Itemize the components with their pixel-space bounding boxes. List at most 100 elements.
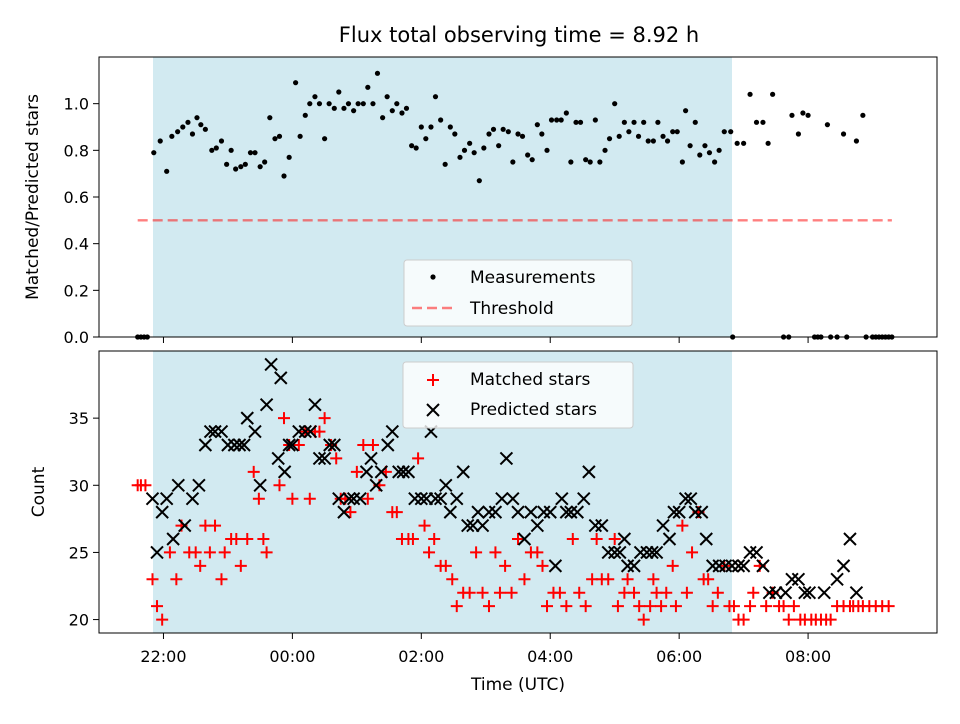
predicted-star-point <box>337 505 351 519</box>
measurement-point <box>490 126 497 132</box>
measurement-point <box>824 122 831 128</box>
measurement-point <box>257 164 263 170</box>
measurement-point <box>389 108 395 114</box>
predicted-star-point <box>645 545 659 560</box>
measurement-point <box>281 173 287 179</box>
predicted-star-point <box>332 492 346 506</box>
matched-star-point <box>536 559 549 572</box>
measurement-point <box>355 101 361 107</box>
matched-star-point <box>566 533 579 545</box>
counts-x-tick-label: 02:00 <box>398 647 444 666</box>
ratio-y-tick-label: 0.8 <box>64 141 89 160</box>
counts-y-tick-label: 20 <box>69 611 89 630</box>
predicted-star-point <box>791 572 806 586</box>
matched-star-point <box>446 573 459 586</box>
matched-star-point <box>273 479 286 492</box>
measurement-point <box>471 150 477 156</box>
predicted-star-point <box>381 438 395 452</box>
predicted-star-point <box>649 545 664 560</box>
predicted-star-point <box>577 492 591 506</box>
matched-star-point <box>303 492 316 505</box>
predicted-star-point <box>620 559 635 573</box>
predicted-star-point <box>439 478 453 492</box>
predicted-star-point <box>785 572 799 586</box>
measurement-point <box>272 136 278 142</box>
measurement-point <box>641 119 647 125</box>
predicted-star-point <box>633 545 648 560</box>
matched-star-point <box>318 412 331 425</box>
matched-star-point <box>633 600 646 613</box>
measurement-point <box>587 159 593 165</box>
predicted-star-point <box>506 492 520 506</box>
measurement-point <box>860 112 866 118</box>
matched-star-point <box>560 600 573 613</box>
matched-star-point <box>706 600 719 613</box>
ratio-x-ticks <box>162 337 809 343</box>
matched-star-point <box>286 492 299 505</box>
matched-star-point <box>194 559 207 572</box>
predicted-star-point <box>342 492 356 506</box>
counts-x-tick-label: 04:00 <box>527 647 573 666</box>
matched-star-point <box>260 546 273 559</box>
measurement-point <box>202 126 208 132</box>
measurement-point <box>365 84 371 90</box>
matched-star-point <box>350 465 363 478</box>
measurements-legend-label: Measurements <box>470 268 596 288</box>
matched-star-point <box>215 573 228 586</box>
matched-star-point <box>590 533 603 545</box>
predicted-star-point <box>185 492 200 506</box>
predicted-star-point <box>208 424 222 439</box>
predicted-star-point <box>303 424 318 439</box>
measurement-point <box>563 110 569 116</box>
counts-x-tick-label: 00:00 <box>269 647 315 666</box>
matched-star-point <box>163 546 176 559</box>
matched-star-point <box>390 506 403 519</box>
matched-star-point <box>428 533 441 545</box>
measurement-point <box>164 168 170 174</box>
matched-star-point <box>151 600 164 613</box>
matched-star-point <box>824 613 837 626</box>
predicted-star-point <box>595 518 609 533</box>
measurement-point <box>616 133 622 139</box>
counts-x-label: Time (UTC) <box>470 675 565 695</box>
counts-y-tick-label: 30 <box>69 476 89 495</box>
predicted-star-point <box>408 492 422 506</box>
matched-star-point <box>787 600 800 613</box>
matched-star-point <box>711 586 724 599</box>
matched-star-point <box>602 573 615 586</box>
matched-star-point <box>702 573 715 586</box>
matched-star-point <box>418 519 431 532</box>
predicted-star-point <box>145 492 160 506</box>
predicted-star-point <box>627 559 641 573</box>
ratio-y-tick-label: 0.0 <box>64 328 89 347</box>
measurement-point <box>198 122 204 128</box>
measurement-point <box>267 115 273 121</box>
measurement-point <box>461 147 468 153</box>
measurement-point <box>252 150 258 156</box>
matched-star-point <box>777 600 790 613</box>
predicted-star-point <box>282 438 296 452</box>
matched-star-point <box>139 479 152 492</box>
predicted-star-point <box>214 424 229 439</box>
counts-marks <box>131 357 895 626</box>
predicted-star-point <box>364 451 378 466</box>
measurement-point <box>687 143 693 149</box>
predicted-star-point <box>712 559 726 573</box>
measurement-point <box>169 133 175 139</box>
matched-star-point <box>608 533 621 545</box>
matched-star-point <box>579 600 592 613</box>
predicted-star-point <box>396 465 410 479</box>
measurement-point <box>664 138 671 144</box>
matched-star-point <box>747 586 760 599</box>
predicted-legend-marker <box>426 403 440 417</box>
measurement-point <box>500 126 506 132</box>
predicted-star-point <box>414 492 429 506</box>
measurement-point <box>505 129 511 135</box>
predicted-star-point <box>482 505 496 519</box>
measurement-point <box>380 115 386 121</box>
measurement-point <box>534 122 540 128</box>
measurement-point <box>189 131 196 137</box>
measurement-point <box>805 112 811 118</box>
measurement-point <box>370 101 376 107</box>
predicted-star-point <box>725 559 739 573</box>
